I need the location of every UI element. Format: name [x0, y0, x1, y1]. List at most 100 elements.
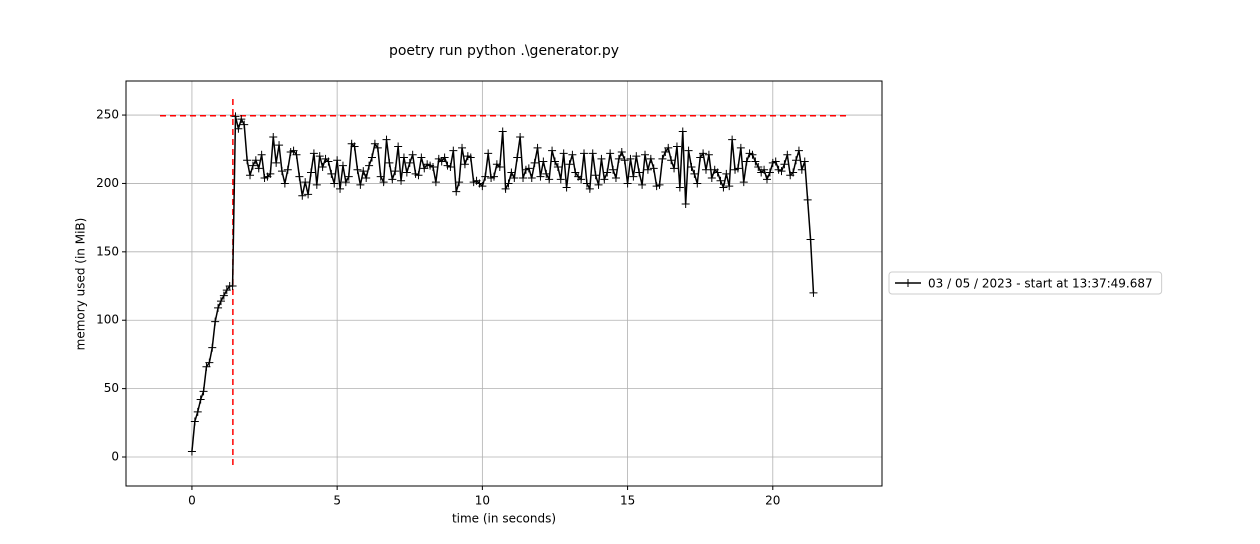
data-point: [382, 135, 391, 144]
data-point: [617, 147, 626, 156]
data-point: [516, 132, 525, 141]
data-point: [658, 154, 667, 163]
data-point: [797, 165, 806, 174]
data-point: [762, 175, 771, 184]
data-point: [553, 163, 562, 172]
data-point: [338, 161, 347, 170]
data-point: [344, 172, 353, 181]
data-point: [248, 161, 257, 170]
data-point: [211, 317, 220, 326]
data-point: [690, 169, 699, 178]
data-point: [399, 153, 408, 162]
x-tick-label: 20: [765, 494, 780, 508]
data-point: [594, 180, 603, 189]
y-tick-label: 50: [104, 381, 119, 395]
data-point: [280, 179, 289, 188]
data-point: [562, 183, 571, 192]
data-point: [452, 187, 461, 196]
data-point: [504, 179, 513, 188]
data-point: [246, 171, 255, 180]
data-point: [783, 150, 792, 159]
data-point: [478, 182, 487, 191]
data-point: [205, 358, 214, 367]
data-point: [466, 153, 475, 162]
data-point: [190, 417, 199, 426]
data-point: [330, 179, 339, 188]
data-point: [542, 169, 551, 178]
data-point: [571, 168, 580, 177]
data-point: [614, 154, 623, 163]
data-point: [251, 156, 260, 165]
data-point: [632, 152, 641, 161]
data-point: [687, 163, 696, 172]
y-tick-label: 100: [96, 313, 119, 327]
data-point: [394, 142, 403, 151]
data-point: [678, 127, 687, 136]
data-point: [350, 142, 359, 151]
data-point: [739, 178, 748, 187]
data-point: [304, 190, 313, 199]
legend: 03 / 05 / 2023 - start at 13:37:49.687: [888, 271, 1163, 295]
data-point: [789, 168, 798, 177]
data-point: [806, 235, 815, 244]
data-point: [489, 172, 498, 181]
data-point: [643, 165, 652, 174]
data-point: [777, 167, 786, 176]
data-point: [318, 163, 327, 172]
data-point: [527, 173, 536, 182]
data-point: [809, 288, 818, 297]
data-point: [524, 164, 533, 173]
data-point: [228, 282, 237, 291]
data-point: [670, 164, 679, 173]
data-point: [428, 163, 437, 172]
data-point: [440, 153, 449, 162]
data-point: [402, 168, 411, 177]
data-point: [533, 143, 542, 152]
data-point: [385, 158, 394, 167]
data-point: [283, 165, 292, 174]
data-point: [588, 149, 597, 158]
data-point: [370, 139, 379, 148]
data-point: [548, 146, 557, 155]
y-tick-label: 0: [111, 450, 119, 464]
x-tick-label: 0: [188, 494, 196, 508]
data-point: [367, 153, 376, 162]
data-point: [725, 182, 734, 191]
data-point: [600, 175, 609, 184]
data-point: [309, 149, 318, 158]
data-point: [460, 160, 469, 169]
data-point: [507, 168, 516, 177]
data-point: [481, 172, 490, 181]
data-point: [681, 199, 690, 208]
data-point: [585, 184, 594, 193]
data-point: [530, 158, 539, 167]
data-point: [234, 124, 243, 133]
data-point: [295, 172, 304, 181]
data-point: [391, 167, 400, 176]
data-point: [187, 447, 196, 456]
data-point: [240, 120, 249, 129]
data-point: [356, 180, 365, 189]
data-point: [495, 163, 504, 172]
data-point: [536, 172, 545, 181]
data-point: [408, 150, 417, 159]
data-point: [580, 149, 589, 158]
data-point: [458, 143, 467, 152]
data-point: [362, 173, 371, 182]
data-point: [577, 175, 586, 184]
data-point: [405, 158, 414, 167]
data-point: [623, 179, 632, 188]
data-point: [455, 178, 464, 187]
data-point: [292, 150, 301, 159]
data-point: [728, 135, 737, 144]
data-point: [327, 169, 336, 178]
legend-marker: [904, 279, 912, 287]
data-point: [606, 149, 615, 158]
data-point: [641, 150, 650, 159]
data-point: [298, 191, 307, 200]
data-point: [397, 176, 406, 185]
data-point: [771, 157, 780, 166]
data-point: [379, 178, 388, 187]
data-point: [675, 183, 684, 192]
